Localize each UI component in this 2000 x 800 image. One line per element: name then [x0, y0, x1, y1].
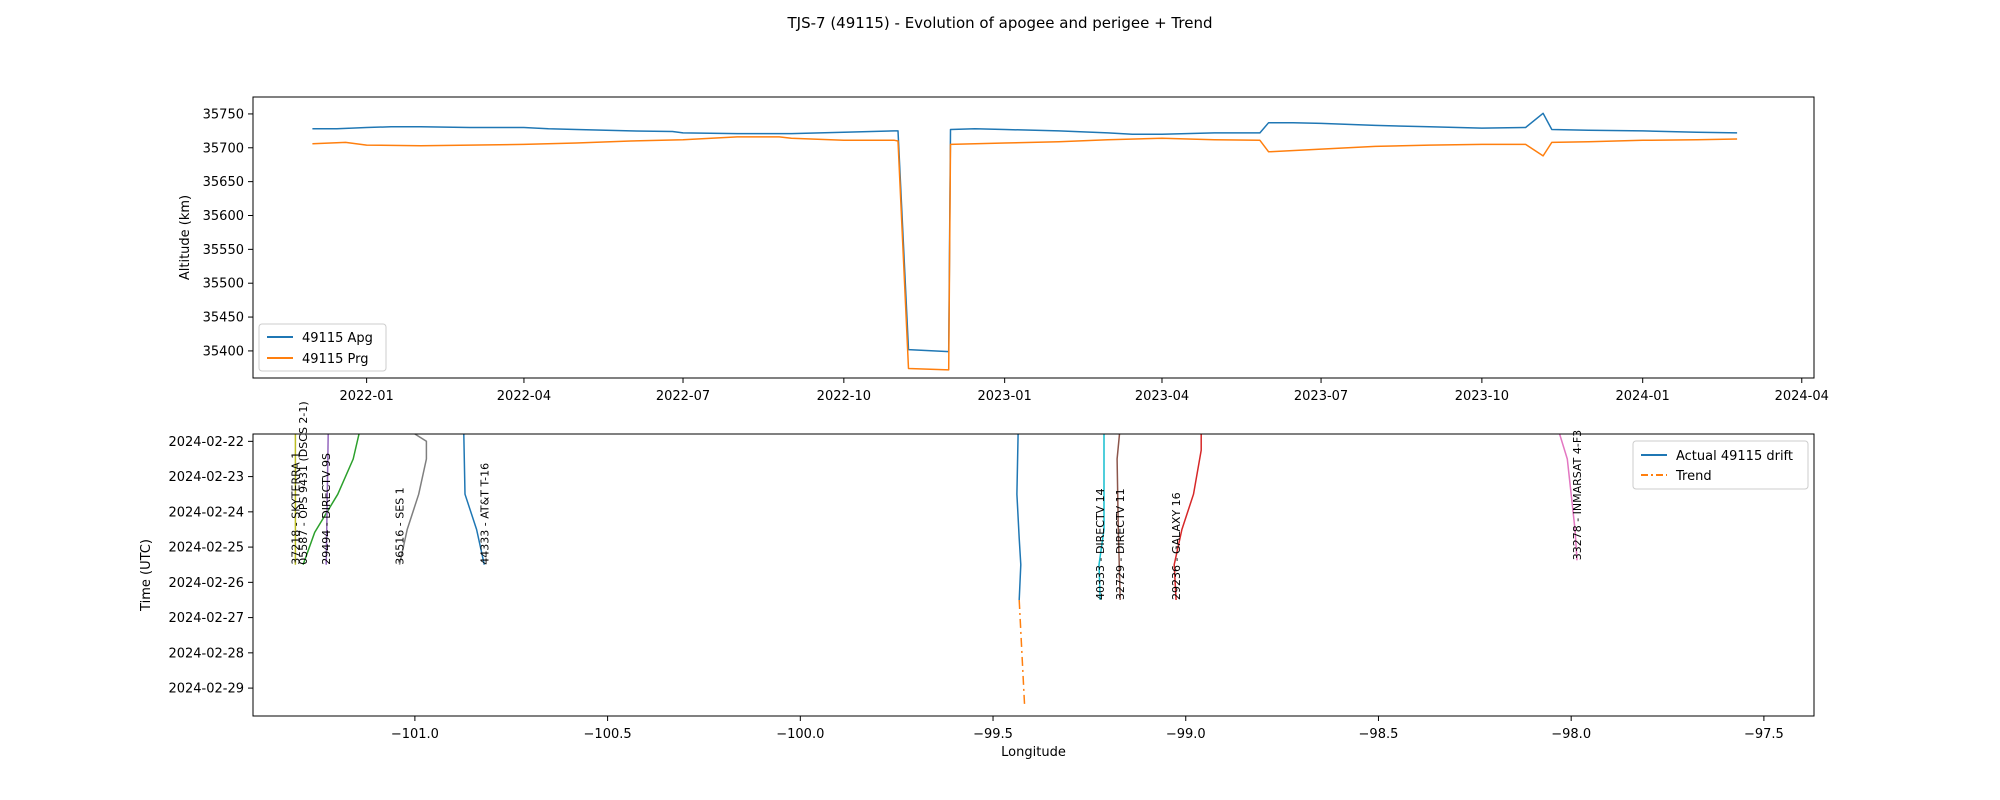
legend-label: Trend [1675, 469, 1712, 484]
bottom-plot-frame [252, 433, 1815, 717]
satellite-label-40333-directv-14: 40333 - DIRECTV 14 [1094, 488, 1107, 600]
y-tick-label: 35700 [203, 141, 244, 156]
y-tick-label: 2024-02-23 [168, 470, 244, 485]
x-tick-label: 2023-04 [1135, 389, 1189, 404]
satellite-label-05587-ops-9431-dscs-2-1: 05587 - OPS 9431 (DSCS 2-1) [297, 401, 310, 564]
legend-frame [258, 323, 387, 372]
satellite-label-36516-ses-1: 36516 - SES 1 [394, 487, 407, 564]
x-tick-label: 2024-01 [1616, 389, 1670, 404]
x-tick-label: −101.0 [391, 727, 439, 742]
series-line-trend [1018, 599, 1026, 706]
y-tick-label: 35400 [203, 344, 244, 359]
x-tick-label: 2023-01 [977, 389, 1031, 404]
series-line-49115-prg [312, 136, 1738, 371]
x-tick-label: −97.5 [1744, 727, 1784, 742]
y-tick-label: 35450 [203, 311, 244, 326]
y-tick-label: 35500 [203, 277, 244, 292]
x-tick-label: 2022-07 [656, 389, 710, 404]
series-line-05587-ops-9431-dscs-2-1 [302, 433, 360, 565]
y-tick-label: 2024-02-27 [168, 611, 244, 626]
y-tick-label: 35550 [203, 243, 244, 258]
y-tick-label: 2024-02-28 [168, 646, 244, 661]
x-tick-label: 2023-07 [1294, 389, 1348, 404]
x-tick-label: −98.0 [1551, 727, 1591, 742]
x-tick-label: 2023-10 [1455, 389, 1509, 404]
top-chart: 2022-01 2022-04 2022-07 2022-10 2023-01 2023-… [178, 96, 1829, 404]
top-plot-frame [252, 96, 1815, 379]
y-axis-label: Time (UTC) [139, 539, 154, 612]
series-line-36516-ses-1 [398, 433, 428, 565]
x-tick-label: −99.0 [1166, 727, 1206, 742]
x-tick-label: 2022-01 [339, 389, 393, 404]
legend: 49115 Apg 49115 Prg [258, 323, 387, 372]
y-axis-label: Altitude (km) [178, 195, 193, 280]
legend-label: 49115 Prg [302, 352, 368, 367]
legend-label: Actual 49115 drift [1676, 449, 1793, 464]
satellite-label-33278-inmarsat-4-f3: 33278 - INMARSAT 4-F3 [1571, 430, 1584, 560]
x-axis-label: Longitude [1001, 745, 1066, 760]
x-tick-label: 2022-04 [497, 389, 551, 404]
series-line-29236-galaxy-16 [1173, 434, 1202, 601]
y-tick-label: 2024-02-24 [168, 505, 244, 520]
legend-label: 49115 Apg [302, 331, 373, 346]
figure-title: TJS-7 (49115) - Evolution of apogee and … [787, 14, 1213, 32]
x-tick-label: −99.5 [973, 727, 1013, 742]
x-tick-label: −98.5 [1359, 727, 1399, 742]
satellite-label-37218-skyterra-1: 37218 - SKYTERRA 1 [289, 452, 302, 565]
satellite-label-29236-galaxy-16: 29236 - GALAXY 16 [1170, 492, 1183, 600]
series-line-29494-directv-9s [325, 433, 329, 565]
x-tick-label: 2022-10 [817, 389, 871, 404]
legend: Actual 49115 drift Trend [1632, 440, 1809, 490]
y-tick-label: 2024-02-26 [168, 576, 244, 591]
y-tick-label: 2024-02-25 [168, 541, 244, 556]
series-line-actual-49115-drift [1016, 433, 1022, 601]
x-tick-label: 2024-04 [1775, 389, 1829, 404]
series-line-32729-directv-11 [1116, 433, 1121, 601]
series-line-44333-at-t-t-16 [463, 433, 486, 565]
y-tick-label: 35650 [203, 175, 244, 190]
series-line-33278-inmarsat-4-f3 [1558, 433, 1578, 561]
x-tick-label: −100.5 [584, 727, 632, 742]
satellite-label-29494-directv-9s: 29494 - DIRECTV 9S [320, 453, 333, 565]
y-tick-label: 35750 [203, 107, 244, 122]
series-line-40333-directv-14 [1098, 434, 1105, 601]
y-tick-label: 2024-02-29 [168, 682, 244, 697]
satellite-label-44333-at-t-t-16: 44333 - AT&T T-16 [478, 463, 491, 565]
x-tick-label: −100.0 [776, 727, 824, 742]
series-line-49115-apg [312, 112, 1738, 353]
y-tick-label: 35600 [203, 209, 244, 224]
y-tick-label: 2024-02-22 [168, 435, 244, 450]
legend-frame [1632, 440, 1809, 490]
satellite-label-32729-directv-11: 32729 - DIRECTV 11 [1114, 488, 1127, 600]
